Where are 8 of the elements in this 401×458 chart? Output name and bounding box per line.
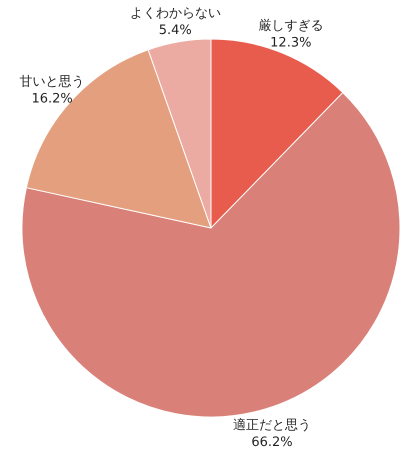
slice-label: 適正だと思う bbox=[233, 417, 312, 434]
data-label: 16.2% bbox=[31, 92, 73, 107]
slice-label: 厳しすぎる bbox=[258, 18, 324, 34]
slice-label: よくわからない bbox=[130, 6, 221, 22]
data-label: 66.2% bbox=[251, 435, 293, 450]
data-label: 12.3% bbox=[270, 36, 312, 51]
slice-label: 甘いと思う bbox=[20, 74, 85, 90]
data-label: 5.4% bbox=[158, 23, 192, 38]
